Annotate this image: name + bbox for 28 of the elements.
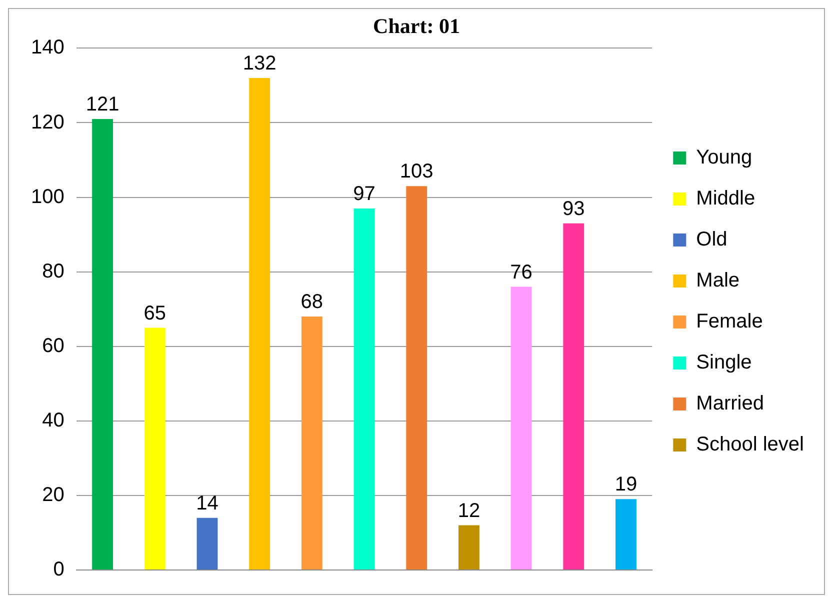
y-tick-label: 0 xyxy=(53,558,64,581)
data-label: 65 xyxy=(144,302,166,324)
legend-label: Old xyxy=(696,228,728,251)
data-label: 121 xyxy=(86,94,120,116)
data-label: 76 xyxy=(510,261,532,284)
data-label: 97 xyxy=(353,182,376,205)
y-tick-label: 140 xyxy=(30,36,64,59)
y-tick-label: 20 xyxy=(42,484,64,506)
data-label: 12 xyxy=(458,500,480,522)
legend-label: Married xyxy=(696,392,764,415)
data-label: 132 xyxy=(242,52,276,75)
data-label: 68 xyxy=(300,291,324,314)
y-tick-label: 100 xyxy=(30,186,64,208)
data-label: 103 xyxy=(400,160,434,183)
legend-label: Middle xyxy=(696,188,756,210)
y-tick-label: 80 xyxy=(42,260,64,282)
y-tick-label: 60 xyxy=(42,334,64,357)
chart-title: Chart: 01 xyxy=(373,14,460,38)
legend-label: Single xyxy=(696,352,752,374)
legend-label: School level xyxy=(696,434,804,456)
data-label: 93 xyxy=(562,198,585,220)
data-label: 14 xyxy=(196,492,218,514)
data-label: 19 xyxy=(614,474,638,496)
y-tick-label: 120 xyxy=(30,111,64,134)
y-tick-label: 40 xyxy=(42,409,64,432)
legend-label: Young xyxy=(696,146,752,169)
legend-label: Female xyxy=(696,310,763,333)
legend-label: Male xyxy=(696,270,740,292)
